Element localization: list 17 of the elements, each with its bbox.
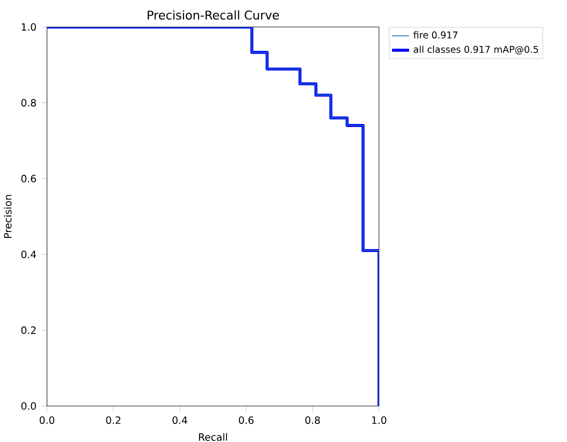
y-tick-label: 0.8 (21, 99, 36, 107)
y-tick-label: 0.0 (21, 402, 36, 410)
y-axis-title: Precision (4, 195, 12, 238)
y-tick-label: 1.0 (22, 23, 36, 31)
y-tick-label: 0.2 (21, 326, 36, 334)
legend-label: all classes 0.917 mAP@0.5 (414, 46, 538, 54)
x-tick-label: 0.6 (238, 416, 254, 424)
x-tick-label: 1.0 (372, 416, 386, 424)
legend-label: fire 0.917 (413, 31, 458, 38)
x-axis-title: Recall (199, 433, 227, 441)
chart-title: Precision-Recall Curve (148, 10, 279, 20)
y-tick-label: 0.6 (21, 174, 36, 182)
x-tick-label: 0.8 (305, 416, 320, 424)
x-tick-label: 0.2 (106, 416, 120, 424)
y-tick-label: 0.4 (21, 250, 36, 258)
x-tick-label: 0.0 (40, 416, 54, 424)
x-tick-label: 0.4 (172, 416, 188, 424)
